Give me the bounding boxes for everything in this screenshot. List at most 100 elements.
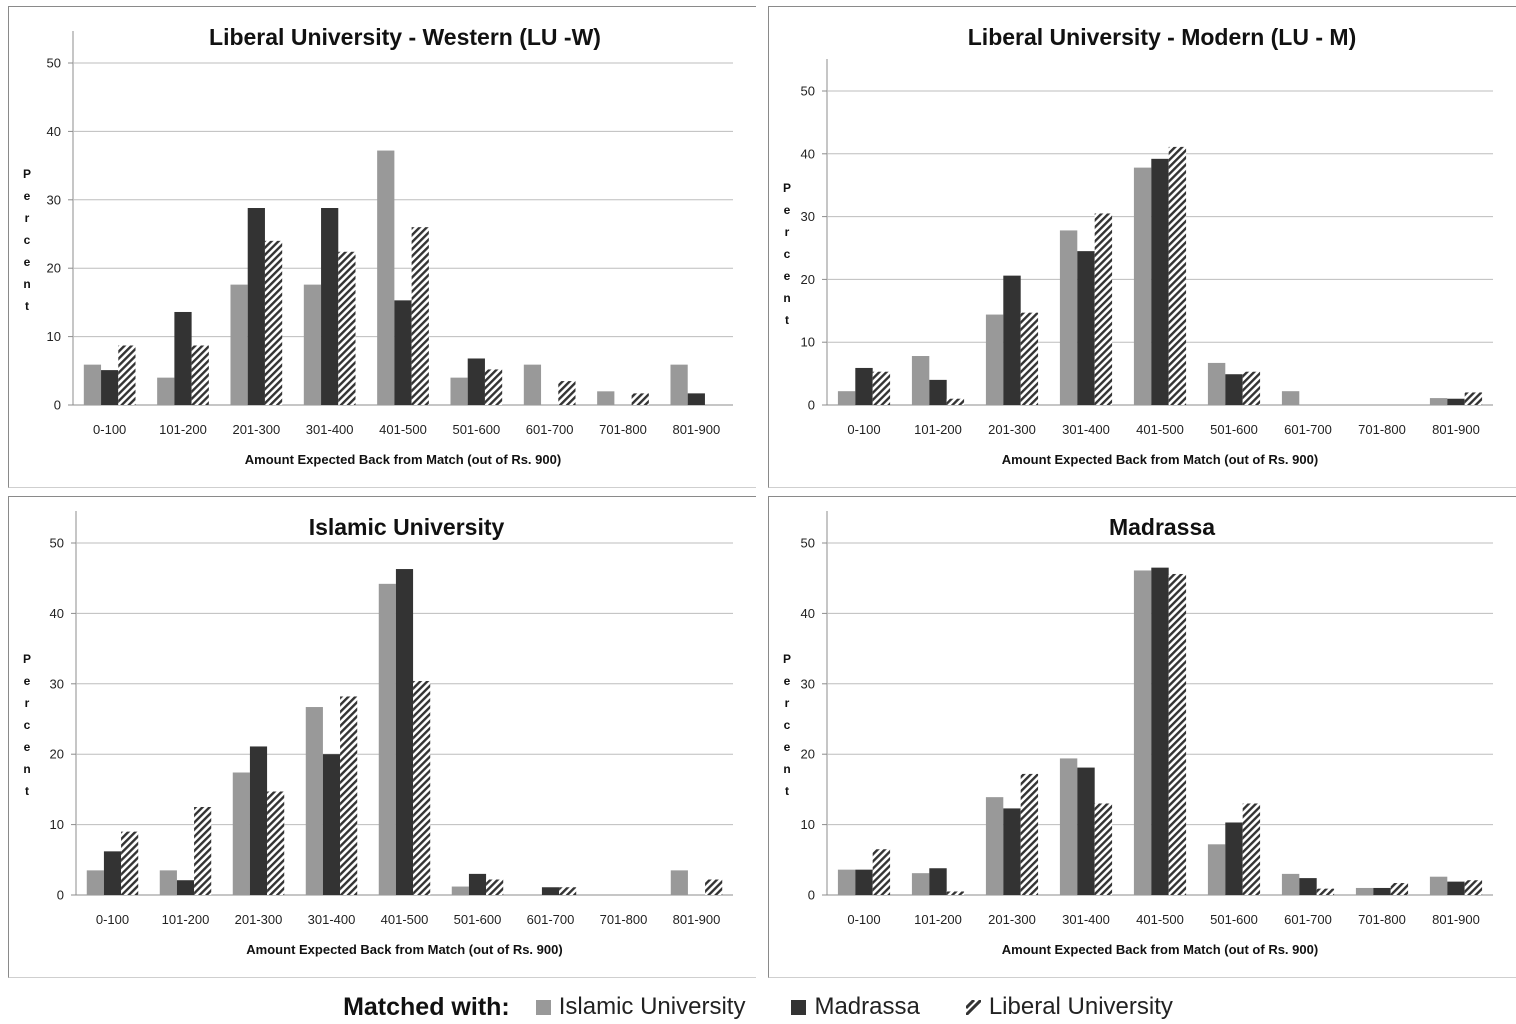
chart-svg: 0 10 20 30 40 50 Liberal University - Modern (… — [783, 24, 1493, 467]
bar-madrassa — [1077, 767, 1095, 895]
bar-islamic-university — [1207, 362, 1226, 405]
y-tick-label: 0 — [54, 398, 61, 413]
x-tick-label: 501-600 — [1210, 912, 1258, 927]
bar-madrassa — [101, 370, 119, 405]
y-tick-label: 0 — [808, 888, 815, 903]
chart-title: Liberal University - Western (LU -W) — [209, 24, 601, 50]
bar-liberal-university — [1316, 888, 1335, 895]
bar-islamic-university — [1281, 873, 1300, 895]
bar-liberal-university — [191, 345, 209, 405]
bar-islamic-university — [159, 870, 177, 895]
y-tick-label: 30 — [50, 676, 64, 691]
bar-islamic-university — [230, 284, 248, 405]
bar-liberal-university — [1464, 880, 1483, 895]
bar-islamic-university — [450, 377, 468, 405]
bar-madrassa — [176, 880, 195, 895]
bar-madrassa — [321, 208, 339, 405]
x-tick-label: 0-100 — [93, 422, 126, 437]
bar-madrassa — [1077, 251, 1095, 405]
y-tick-label: 0 — [57, 888, 64, 903]
x-axis-label: Amount Expected Back from Match (out of … — [245, 452, 561, 467]
bar-islamic-university — [1059, 758, 1078, 895]
bar-islamic-university — [1281, 391, 1300, 405]
bar-madrassa — [1447, 881, 1465, 895]
y-tick-label: 10 — [801, 335, 815, 350]
chart-title: Islamic University — [309, 514, 505, 540]
chart-title: Liberal University - Modern (LU - M) — [968, 24, 1356, 50]
bar-liberal-university — [338, 251, 356, 405]
x-tick-label: 201-300 — [988, 422, 1036, 437]
bar-liberal-university — [1242, 803, 1261, 895]
legend-swatch-madrassa — [791, 999, 807, 1015]
y-tick-label: 30 — [47, 192, 61, 207]
chart-title: Madrassa — [1109, 514, 1215, 540]
y-tick-label: 10 — [50, 817, 64, 832]
bar-islamic-university — [523, 364, 542, 405]
y-tick-label: 30 — [801, 676, 815, 691]
bar-madrassa — [1447, 398, 1465, 405]
x-tick-label: 401-500 — [1136, 912, 1184, 927]
bar-liberal-university — [411, 227, 429, 405]
bar-liberal-university — [413, 680, 431, 895]
bar-liberal-university — [872, 371, 891, 405]
x-tick-label: 801-900 — [1432, 422, 1480, 437]
bar-liberal-university — [484, 369, 503, 405]
bar-islamic-university — [86, 870, 104, 895]
bar-liberal-university — [121, 831, 139, 895]
bar-islamic-university — [377, 150, 395, 405]
bar-islamic-university — [303, 284, 322, 405]
legend-swatch-liberal-university — [965, 999, 981, 1015]
bar-liberal-university — [194, 807, 212, 895]
chart-svg: 0 10 20 30 40 50 Madrassa P e r c e n t Amount Expecte… — [783, 511, 1493, 957]
x-tick-label: 701-800 — [600, 912, 648, 927]
y-tick-label: 10 — [801, 817, 815, 832]
bar-liberal-university — [558, 381, 576, 405]
bar-liberal-university — [486, 879, 504, 895]
y-tick-label: 0 — [808, 398, 815, 413]
y-tick-label: 40 — [801, 606, 815, 621]
bar-liberal-university — [946, 398, 965, 405]
bar-islamic-university — [378, 583, 396, 895]
bar-islamic-university — [670, 870, 688, 895]
bar-islamic-university — [911, 356, 930, 405]
bar-liberal-university — [559, 887, 577, 895]
chart-panel-lu-western: 0 10 20 30 40 50 Liberal University - Western … — [8, 6, 756, 488]
x-tick-label: 501-600 — [452, 422, 500, 437]
bar-madrassa — [929, 379, 947, 405]
bar-islamic-university — [837, 391, 856, 405]
bar-liberal-university — [1168, 573, 1187, 895]
bar-islamic-university — [1059, 230, 1078, 405]
y-tick-label: 40 — [50, 606, 64, 621]
bar-islamic-university — [1133, 167, 1152, 405]
x-tick-label: 401-500 — [379, 422, 427, 437]
x-tick-label: 701-800 — [599, 422, 647, 437]
bar-madrassa — [249, 746, 268, 895]
bar-madrassa — [1003, 808, 1021, 895]
bar-madrassa — [1373, 887, 1391, 895]
bar-liberal-university — [1094, 213, 1113, 405]
x-tick-label: 701-800 — [1358, 422, 1406, 437]
legend-label-islamic-university: Islamic University — [558, 993, 746, 1020]
x-tick-label: 601-700 — [1284, 422, 1332, 437]
x-tick-label: 201-300 — [235, 912, 283, 927]
x-tick-label: 0-100 — [96, 912, 129, 927]
chart-svg: 0 10 20 30 40 50 Liberal University - Western … — [23, 24, 733, 467]
bar-liberal-university — [264, 240, 283, 405]
y-tick-label: 50 — [47, 56, 61, 71]
bar-islamic-university — [1133, 570, 1152, 895]
x-tick-label: 101-200 — [914, 422, 962, 437]
bar-madrassa — [541, 887, 560, 895]
bar-liberal-university — [872, 849, 891, 895]
bar-islamic-university — [1355, 887, 1374, 895]
bar-liberal-university — [1094, 803, 1113, 895]
bar-liberal-university — [1020, 773, 1039, 895]
chart-svg: 0 10 20 30 40 50 Islamic University P e r c e n t Amou… — [23, 511, 733, 957]
bar-liberal-university — [1242, 371, 1261, 405]
bar-liberal-university — [631, 393, 649, 405]
x-tick-label: 501-600 — [454, 912, 502, 927]
bar-islamic-university — [83, 364, 102, 405]
bar-madrassa — [468, 873, 487, 895]
bar-islamic-university — [985, 797, 1004, 895]
